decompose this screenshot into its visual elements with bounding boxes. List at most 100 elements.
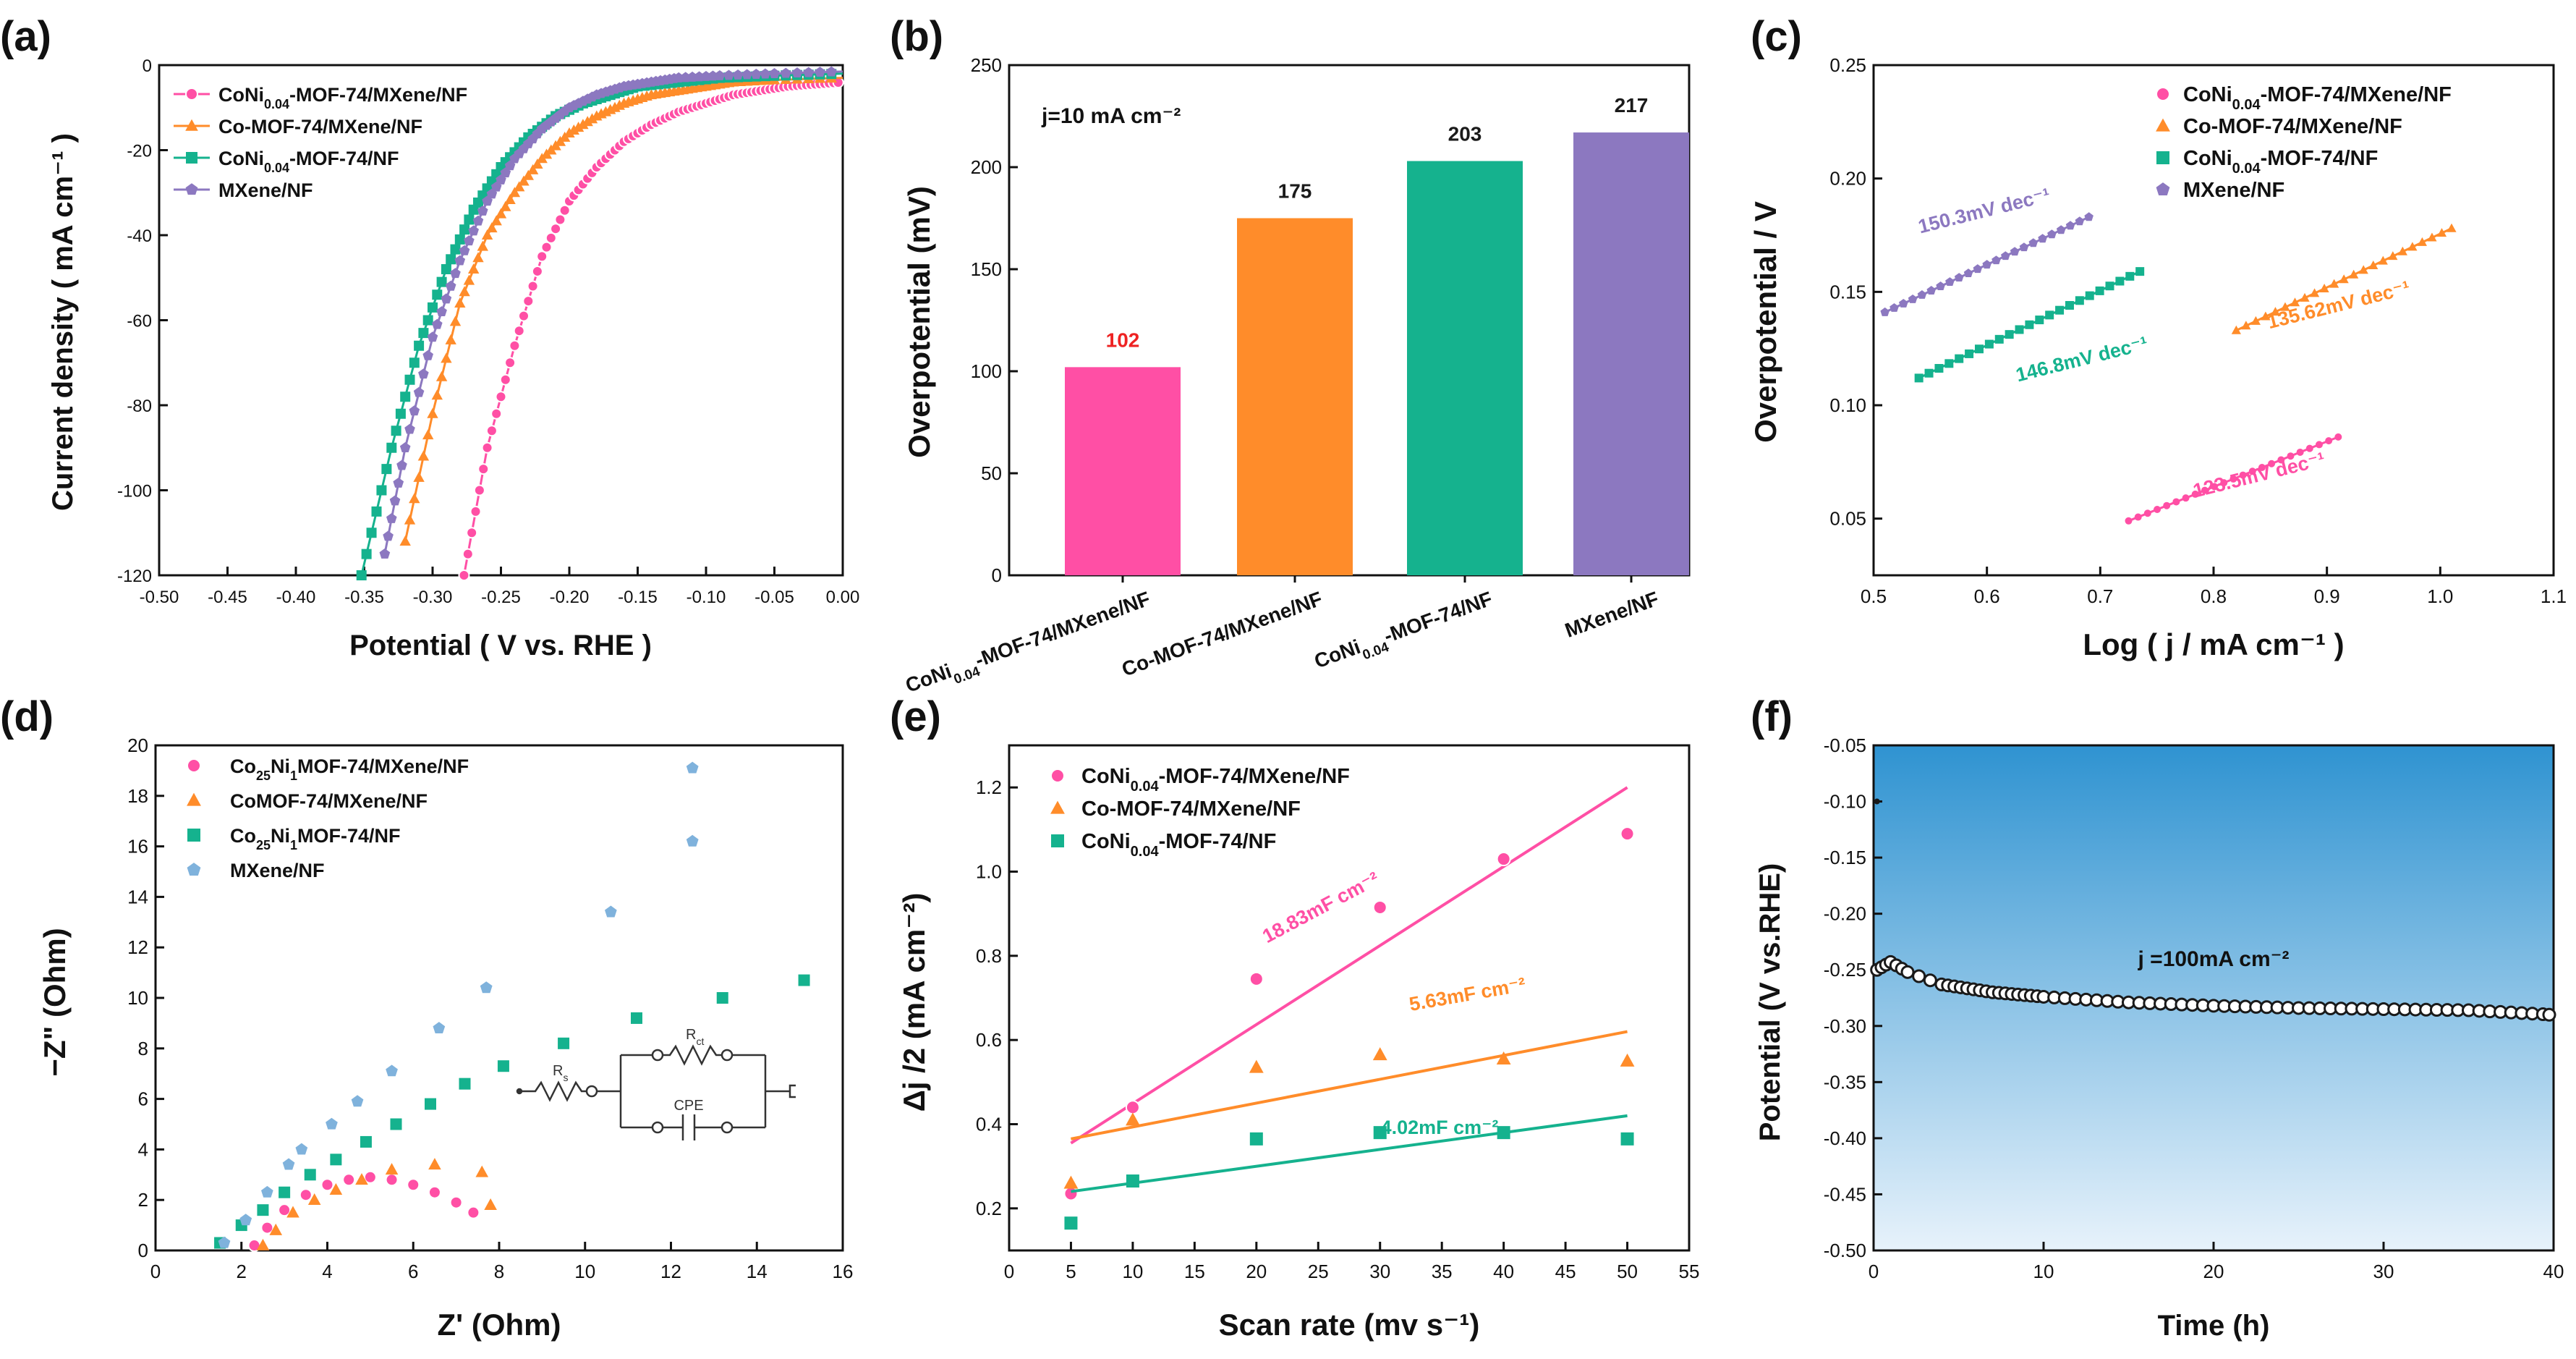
data-point xyxy=(427,331,438,342)
circuit-terminal xyxy=(788,1084,796,1098)
circuit-node xyxy=(651,1049,664,1062)
panel-f: (f) 0 10 20 30 40 -0.05 -0.10 -0.15 -0.20 -0.25 -0.… xyxy=(1751,693,2564,1342)
y-tick-label: -0.10 xyxy=(1824,791,1866,813)
y-tick-label: 1.2 xyxy=(976,776,1002,798)
x-tick-label: 0 xyxy=(1004,1261,1014,1282)
data-point xyxy=(436,276,447,287)
label-part: -MOF-74/MXene/NF xyxy=(1159,765,1350,788)
data-point xyxy=(522,295,535,308)
data-point xyxy=(390,1118,402,1130)
data-point xyxy=(1497,1126,1510,1140)
bar xyxy=(1065,367,1181,575)
y-tick-label: 2 xyxy=(138,1189,148,1211)
circuit-label: CPE xyxy=(673,1098,703,1114)
data-point xyxy=(484,1198,497,1210)
data-point xyxy=(260,1221,274,1235)
data-point xyxy=(436,306,447,316)
plot-background xyxy=(1874,745,2554,1250)
label-part: MXene/NF xyxy=(1562,588,1662,642)
data-point xyxy=(631,1012,642,1024)
x-tick-label: 5 xyxy=(1066,1261,1076,1282)
fit-line xyxy=(1918,270,2141,379)
legend-label: Co-MOF-74/MXene/NF xyxy=(2183,115,2402,138)
data-point xyxy=(803,67,815,77)
data-point xyxy=(379,548,391,559)
data-point xyxy=(385,1163,399,1175)
data-point xyxy=(798,974,810,986)
data-point xyxy=(342,1173,356,1187)
y-tick-label: 16 xyxy=(127,836,148,858)
data-point xyxy=(466,527,478,539)
x-tick-label: 55 xyxy=(1679,1261,1700,1282)
data-point xyxy=(760,68,771,79)
y-axis-title: Potential (V vs.RHE) xyxy=(1754,863,1786,1142)
legend-label: CoNi0.04-MOF-74/MXene/NF xyxy=(218,84,467,111)
panel-c: (c) 0.5 0.6 0.7 0.8 0.9 1.0 1.1 0.05 0.10 0.15 0.20… xyxy=(1748,13,2567,661)
legend-label: CoNi0.04-MOF-74/MXene/NF xyxy=(1081,765,1350,795)
panel-e: (e) 0 5 10 15 20 25 30 35 40 45 50 55 0.2 0.4 0.6 0.8 1.0… xyxy=(890,693,1699,1342)
data-point xyxy=(1874,798,1880,805)
y-tick-label: 250 xyxy=(971,54,1002,76)
data-point xyxy=(383,530,394,541)
data-point xyxy=(1620,826,1635,842)
data-point xyxy=(435,371,448,381)
data-point xyxy=(414,340,425,351)
bar xyxy=(1407,161,1523,576)
label-part: Co xyxy=(230,825,256,847)
data-point xyxy=(400,391,411,402)
data-point xyxy=(481,441,493,454)
y-tick-label: 50 xyxy=(981,462,1002,484)
data-point xyxy=(307,1193,321,1205)
data-point xyxy=(366,528,377,538)
data-point xyxy=(481,229,493,240)
x-tick-label: 40 xyxy=(1493,1261,1514,1282)
x-category-label: MXene/NF xyxy=(1562,588,1662,642)
y-tick-label: 14 xyxy=(127,886,148,907)
data-point xyxy=(441,293,452,304)
data-point xyxy=(279,1186,291,1198)
slope-label: 18.83mF cm⁻² xyxy=(1259,868,1382,947)
y-tick-label: -0.35 xyxy=(1824,1071,1866,1093)
y-axis-title: Overpotential (mV) xyxy=(902,186,936,458)
bar-value-label: 175 xyxy=(1278,180,1312,203)
data-point xyxy=(454,234,465,245)
data-point xyxy=(459,224,470,235)
fit-line xyxy=(1071,1030,1628,1140)
data-point xyxy=(694,71,705,82)
label-part: -MOF-74/NF xyxy=(1381,588,1495,648)
data-point xyxy=(500,200,511,211)
label-part: CoNi xyxy=(1312,635,1364,672)
annotation: j =100mA cm⁻² xyxy=(2138,947,2290,971)
data-point xyxy=(459,245,470,255)
label-part: MXene/NF xyxy=(2183,179,2284,202)
y-tick-label: -0.15 xyxy=(1824,847,1866,868)
data-point xyxy=(286,1206,299,1218)
x-tick-label: -0.40 xyxy=(276,588,316,607)
y-tick-label: 200 xyxy=(971,156,1002,178)
data-point xyxy=(393,478,404,488)
slope-label: 150.3mV dec⁻¹ xyxy=(1916,184,2053,237)
data-point xyxy=(673,72,684,82)
data-point xyxy=(428,1185,441,1199)
legend-marker xyxy=(185,88,198,101)
data-point xyxy=(490,407,503,420)
data-point xyxy=(545,232,557,244)
data-point xyxy=(330,1153,342,1166)
y-tick-label: 0.8 xyxy=(976,945,1002,967)
data-point xyxy=(256,1238,270,1250)
legend-marker xyxy=(187,863,201,876)
data-point xyxy=(299,1188,313,1202)
label-part: 0.04 xyxy=(1131,779,1160,795)
x-tick-label: 0.9 xyxy=(2314,585,2340,607)
data-point xyxy=(531,265,543,277)
plot-frame xyxy=(154,744,844,1252)
data-point xyxy=(385,1173,399,1187)
label-part: -MOF-74/MXene/NF xyxy=(2261,83,2452,106)
data-point xyxy=(1496,1051,1511,1064)
x-tick-label: -0.50 xyxy=(140,588,179,607)
annotation: j=10 mA cm⁻² xyxy=(1041,104,1181,128)
y-tick-label: -80 xyxy=(127,397,152,416)
label-part: CoNi xyxy=(2183,83,2232,106)
data-point xyxy=(458,570,470,581)
x-tick-label: 10 xyxy=(1122,1261,1143,1282)
